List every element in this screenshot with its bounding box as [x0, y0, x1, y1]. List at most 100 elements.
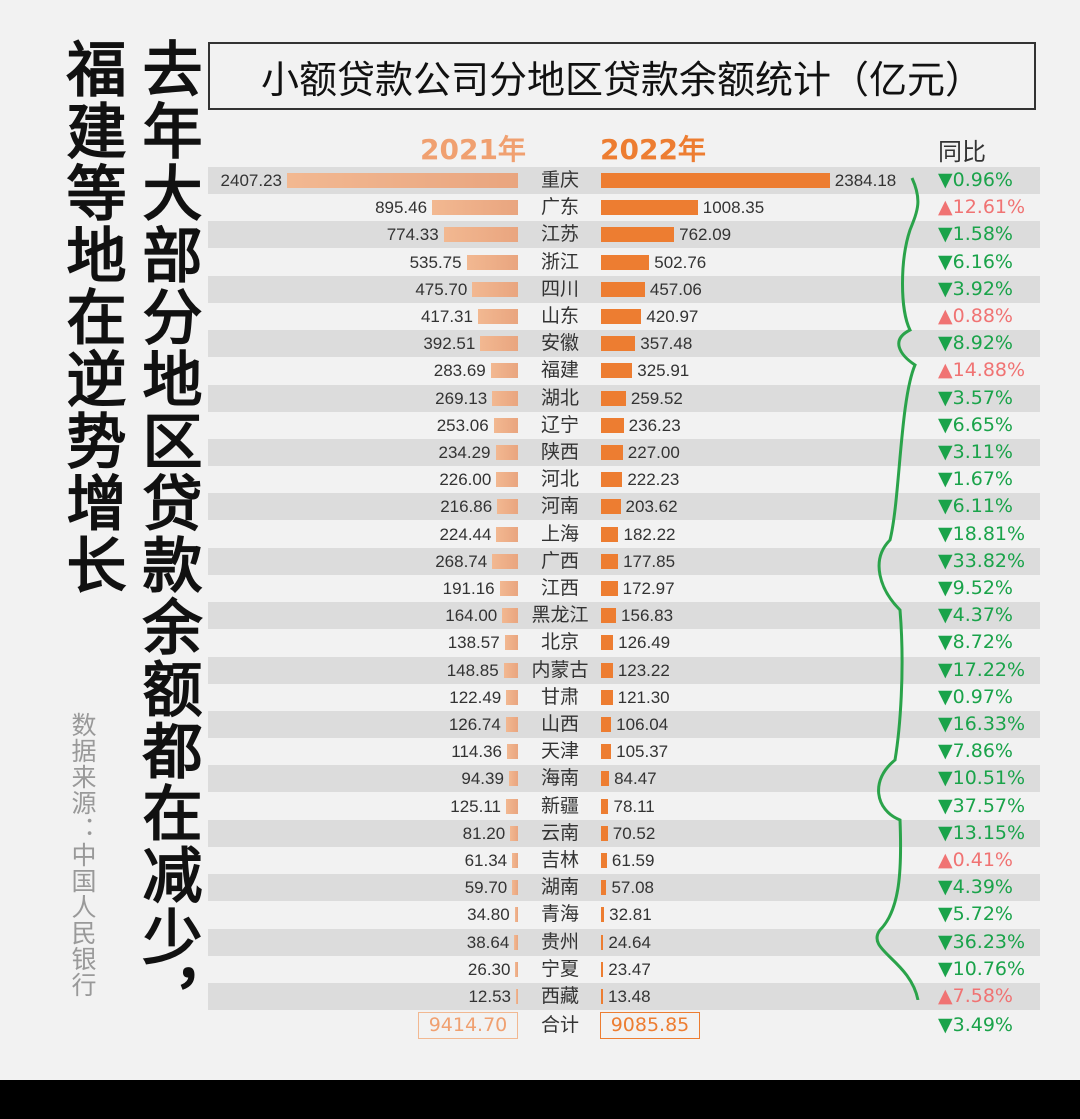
region-label: 云南	[540, 821, 579, 844]
region-label: 陕西	[540, 441, 579, 463]
value-2021: 224.44	[439, 524, 492, 544]
bar-2022	[601, 662, 613, 678]
value-2022: 182.22	[623, 524, 676, 544]
yoy-value: ▲14.88%	[938, 359, 1026, 382]
bar-2022	[601, 825, 608, 841]
bar-2022	[601, 390, 626, 406]
value-2022: 121.30	[617, 687, 670, 707]
yoy-value: ▼3.57%	[938, 386, 1013, 409]
value-2021: 59.70	[464, 878, 508, 898]
yoy-value: ▼4.37%	[938, 604, 1013, 627]
bar-2021	[480, 336, 518, 352]
yoy-value: ▼18.81%	[938, 522, 1026, 545]
yoy-value: ▼13.15%	[938, 821, 1026, 844]
total-2021: 9414.70	[418, 1012, 518, 1039]
region-label: 湖南	[540, 876, 579, 899]
value-2021: 34.80	[467, 905, 510, 925]
value-2022: 78.11	[613, 796, 655, 816]
bar-2022	[601, 635, 614, 651]
bar-2022	[601, 771, 610, 787]
row-band	[208, 928, 1040, 956]
value-2022: 24.64	[608, 932, 651, 952]
bar-2021	[490, 363, 518, 379]
value-2021: 283.69	[433, 361, 486, 381]
bar-2022	[601, 472, 623, 488]
value-2021: 122.49	[449, 687, 502, 707]
bar-2022	[601, 717, 612, 732]
row-band	[208, 493, 1040, 521]
value-2021: 12.53	[468, 987, 511, 1006]
bar-2021	[477, 309, 518, 324]
region-label: 山东	[540, 305, 579, 327]
bar-2021	[493, 417, 518, 433]
row-band	[208, 765, 1040, 793]
bar-2021	[508, 771, 518, 787]
value-2021: 126.74	[448, 715, 501, 734]
region-label: 湖北	[540, 386, 579, 409]
region-label: 辽宁	[540, 413, 579, 436]
bar-2021	[492, 390, 518, 406]
bar-2021	[499, 581, 518, 596]
wave-line	[875, 177, 920, 1000]
bar-2021	[512, 853, 518, 868]
value-2021: 535.75	[409, 252, 462, 272]
region-label: 吉林	[540, 849, 579, 871]
value-2022: 357.48	[640, 334, 693, 354]
region-label: 广西	[540, 549, 579, 572]
value-2021: 226.00	[439, 470, 492, 490]
total-label: 合计	[540, 1014, 579, 1036]
region-label: 江西	[540, 577, 579, 599]
bar-2022	[601, 934, 604, 950]
region-label: 新疆	[540, 794, 579, 817]
header-yoy: 同比	[938, 138, 986, 166]
value-2022: 2384.18	[834, 171, 897, 190]
value-2021: 138.57	[447, 633, 500, 653]
chart-title: 小额贷款公司分地区贷款余额统计（亿元）	[208, 42, 1036, 110]
value-2021: 164.00	[445, 606, 498, 626]
yoy-value: ▼10.76%	[938, 957, 1026, 980]
value-2021: 269.13	[435, 388, 488, 408]
value-2022: 1008.35	[702, 198, 765, 218]
value-2022: 177.85	[623, 551, 676, 571]
value-2022: 105.37	[616, 742, 669, 762]
yoy-value: ▲0.88%	[938, 305, 1013, 327]
yoy-value: ▼7.86%	[938, 740, 1013, 763]
bar-2021	[515, 961, 518, 977]
value-2021: 61.34	[464, 851, 508, 870]
value-2021: 2407.23	[220, 171, 282, 190]
total-2022: 9085.85	[600, 1012, 700, 1039]
headline-right: 去年大部分地区贷款余额都在减少，	[132, 38, 202, 1030]
yoy-value: ▼6.65%	[938, 413, 1013, 436]
yoy-value: ▼17.22%	[938, 658, 1026, 681]
bar-2021	[506, 689, 518, 705]
value-2022: 420.97	[646, 307, 699, 326]
yoy-value: ▲12.61%	[938, 196, 1026, 219]
value-2021: 475.70	[415, 279, 468, 299]
bar-2021	[510, 825, 518, 841]
value-2021: 216.86	[440, 497, 493, 517]
region-label: 黑龙江	[531, 604, 589, 627]
data-source: 数据来源：中国人民银行	[68, 712, 97, 998]
yoy-value: ▼9.52%	[938, 577, 1013, 599]
value-2022: 23.47	[608, 959, 651, 979]
region-label: 河北	[540, 468, 579, 491]
value-2022: 126.49	[618, 633, 671, 653]
bar-2021	[287, 173, 518, 188]
bar-2021	[443, 227, 518, 243]
value-2021: 81.20	[462, 823, 506, 843]
wave-decoration	[875, 177, 920, 1000]
headline-left: 福建等地在逆势增长	[56, 38, 126, 596]
yoy-value: ▼4.39%	[938, 876, 1013, 899]
bar-2022	[601, 417, 624, 433]
bar-2021	[497, 499, 518, 515]
bar-2022	[601, 309, 642, 324]
value-2021: 191.16	[442, 579, 495, 598]
value-2022: 172.97	[622, 579, 675, 598]
value-2021: 392.51	[423, 334, 476, 354]
bar-2021	[503, 662, 518, 678]
yoy-value: ▼3.92%	[938, 277, 1013, 300]
yoy-value: ▼6.16%	[938, 250, 1013, 273]
value-2022: 70.52	[612, 823, 656, 843]
value-2021: 125.11	[450, 796, 501, 816]
region-label: 西藏	[540, 985, 579, 1007]
